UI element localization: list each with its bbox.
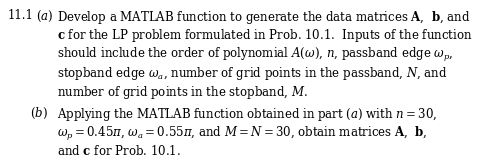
Text: 11.1: 11.1: [7, 9, 33, 22]
Text: should include the order of polynomial $A(\omega)$, $n$, passband edge $\omega_p: should include the order of polynomial $…: [57, 46, 452, 64]
Text: and $\mathbf{c}$ for Prob. 10.1.: and $\mathbf{c}$ for Prob. 10.1.: [57, 144, 180, 156]
Text: Develop a MATLAB function to generate the data matrices $\mathbf{A}$,  $\mathbf{: Develop a MATLAB function to generate th…: [57, 9, 469, 26]
Text: $\omega_p = 0.45\pi$, $\omega_a = 0.55\pi$, and $M = N = 30$, obtain matrices $\: $\omega_p = 0.45\pi$, $\omega_a = 0.55\p…: [57, 125, 426, 143]
Text: $(a)$: $(a)$: [36, 9, 53, 24]
Text: $(b)$: $(b)$: [30, 106, 48, 122]
Text: stopband edge $\omega_a$, number of grid points in the passband, $N$, and: stopband edge $\omega_a$, number of grid…: [57, 65, 446, 82]
Text: $\mathbf{c}$ for the LP problem formulated in Prob. 10.1.  Inputs of the functio: $\mathbf{c}$ for the LP problem formulat…: [57, 27, 471, 44]
Text: Applying the MATLAB function obtained in part $(a)$ with $n = 30$,: Applying the MATLAB function obtained in…: [57, 106, 436, 123]
Text: number of grid points in the stopband, $M$.: number of grid points in the stopband, $…: [57, 84, 307, 101]
